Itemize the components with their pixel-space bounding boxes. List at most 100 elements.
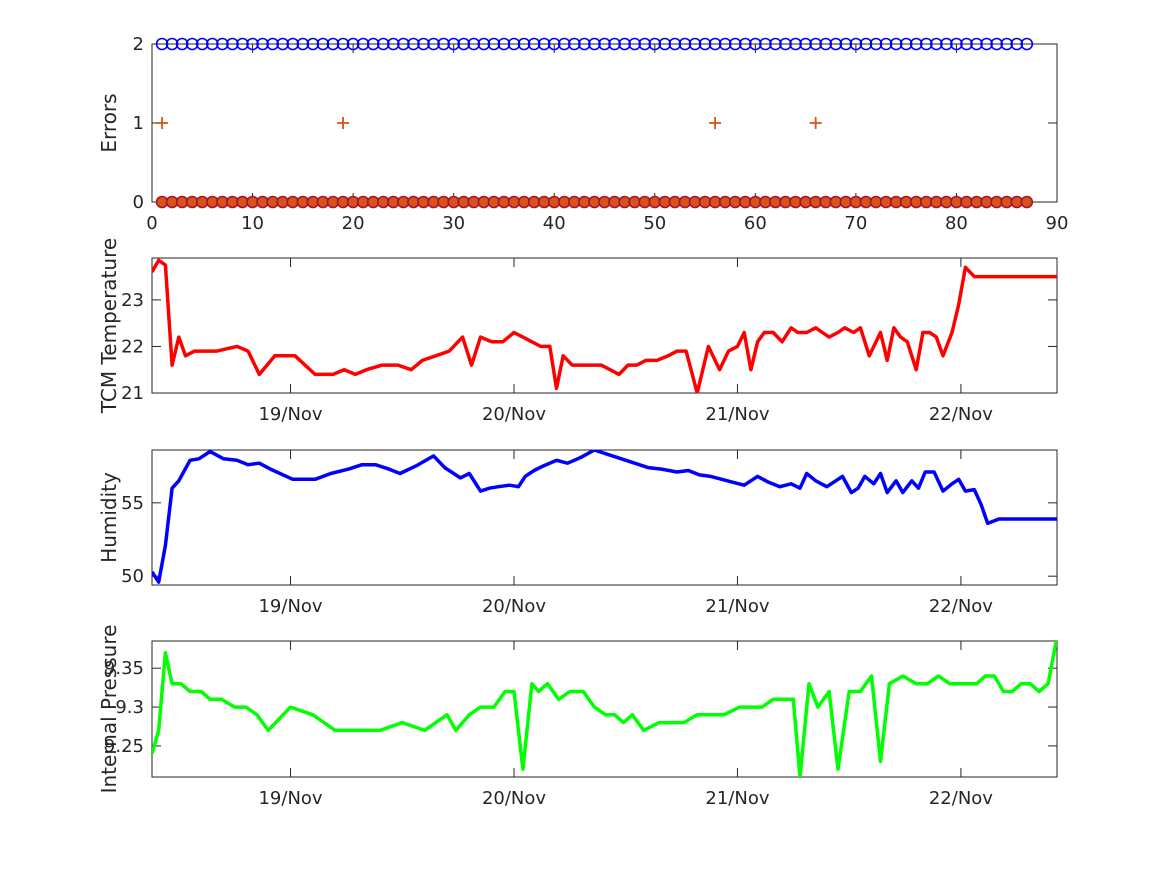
data-point — [789, 37, 802, 51]
axes-box — [151, 640, 1058, 778]
data-point — [688, 37, 702, 51]
data-point — [909, 37, 923, 51]
data-point — [206, 37, 219, 51]
x-tick-label: 70 — [844, 213, 867, 234]
series-line — [152, 450, 1057, 584]
data-point — [407, 37, 420, 51]
x-tick-label: 19/Nov — [258, 788, 322, 809]
data-point — [819, 37, 833, 51]
y-axis-label: TCM Temperature — [97, 238, 121, 414]
data-point — [195, 37, 209, 51]
data-point — [336, 37, 350, 51]
data-point — [829, 37, 843, 51]
data-point — [990, 37, 1003, 51]
x-tick-label: 20/Nov — [482, 596, 546, 617]
y-tick-label: 9.25 — [104, 736, 144, 757]
data-point — [276, 37, 290, 51]
data-point — [728, 37, 742, 51]
data-point — [527, 37, 541, 51]
x-tick-label: 0 — [146, 213, 157, 234]
data-point — [346, 37, 360, 51]
data-point — [487, 37, 501, 51]
y-axis-label: Errors — [97, 93, 121, 152]
data-point — [930, 37, 943, 51]
data-point — [185, 37, 199, 51]
x-tick-label: 40 — [543, 213, 566, 234]
x-tick-label: 19/Nov — [258, 596, 322, 617]
data-point — [960, 37, 973, 51]
x-tick-label: 19/Nov — [258, 404, 322, 425]
data-point — [708, 37, 722, 51]
data-point — [919, 37, 933, 51]
data-point — [387, 37, 400, 51]
data-point — [165, 37, 179, 51]
data-point — [869, 37, 883, 51]
data-point — [628, 37, 641, 51]
axes-box — [151, 43, 1058, 203]
data-point — [326, 37, 340, 51]
axes-box — [151, 449, 1058, 586]
data-point — [578, 37, 591, 51]
data-point — [879, 37, 893, 51]
y-tick-label: 1 — [133, 113, 144, 134]
data-point — [175, 37, 189, 51]
x-tick-label: 20 — [342, 213, 365, 234]
data-point — [859, 37, 873, 51]
data-point — [427, 37, 440, 51]
humidity-panel: 50 55 19/Nov 20/Nov 21/Nov 22/Nov Humidity — [97, 449, 1058, 617]
y-tick-label: 9.3 — [115, 697, 144, 718]
x-tick-label: 60 — [744, 213, 767, 234]
x-tick-label: 20/Nov — [482, 788, 546, 809]
x-tick-label: 90 — [1046, 213, 1069, 234]
data-point — [547, 37, 561, 51]
x-tick-label: 20/Nov — [482, 404, 546, 425]
series-line — [152, 258, 1057, 393]
x-tick-label: 30 — [442, 213, 465, 234]
x-tick-label: 80 — [945, 213, 968, 234]
series-line — [152, 641, 1057, 777]
data-point — [477, 37, 491, 51]
data-point — [950, 37, 963, 51]
y-tick-label: 9.35 — [104, 658, 144, 679]
data-point — [889, 37, 903, 51]
x-tick-label: 22/Nov — [929, 404, 993, 425]
data-point — [1020, 195, 1034, 209]
y-tick-label: 2 — [133, 34, 144, 55]
data-point — [497, 37, 511, 51]
x-tick-label: 50 — [643, 213, 666, 234]
data-point — [286, 37, 300, 51]
data-point — [256, 37, 269, 51]
x-tick-label: 21/Nov — [705, 788, 769, 809]
y-axis-label: Humidity — [97, 472, 121, 563]
data-point — [568, 37, 581, 51]
data-point — [366, 37, 380, 51]
data-point — [638, 37, 652, 51]
data-point — [437, 37, 450, 51]
y-tick-label: 22 — [121, 336, 144, 357]
data-point — [598, 37, 611, 51]
data-point — [216, 37, 229, 51]
x-tick-label: 22/Nov — [929, 788, 993, 809]
y-tick-label: 55 — [121, 493, 144, 514]
data-point — [809, 37, 822, 51]
data-point — [356, 37, 370, 51]
data-point — [678, 37, 692, 51]
data-point — [417, 37, 430, 51]
data-point — [236, 37, 249, 51]
data-point — [799, 37, 812, 51]
data-point — [296, 37, 310, 51]
data-point — [970, 37, 983, 51]
data-point — [608, 37, 621, 51]
axes-box — [151, 257, 1058, 394]
data-point — [839, 37, 853, 51]
data-point — [648, 37, 662, 51]
y-tick-label: 50 — [121, 566, 144, 587]
tcm-temperature-panel: 21 22 23 19/Nov 20/Nov 21/Nov 22/Nov TCM Temper… — [97, 238, 1058, 425]
data-point — [537, 37, 551, 51]
data-point — [1020, 37, 1034, 51]
data-point — [507, 37, 521, 51]
data-point — [940, 37, 953, 51]
data-point — [769, 37, 782, 51]
